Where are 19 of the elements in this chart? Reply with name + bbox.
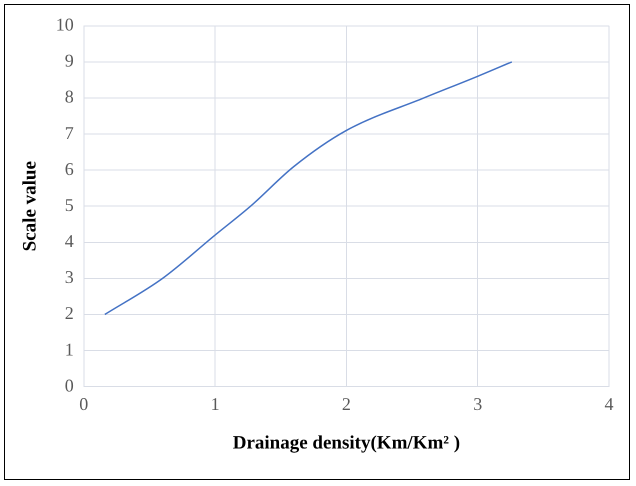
y-tick-label: 8	[64, 86, 74, 107]
x-tick-label: 2	[342, 394, 351, 414]
y-tick-label: 0	[64, 375, 74, 396]
y-tick-label: 5	[64, 194, 74, 215]
y-tick-label: 1	[64, 339, 74, 360]
y-tick-label: 3	[64, 267, 74, 288]
y-tick-label: 10	[56, 14, 74, 35]
x-axis-title: Drainage density(Km/Km² )	[232, 432, 460, 454]
y-axis-title: Scale value	[19, 161, 40, 252]
line-series	[104, 61, 513, 316]
y-tick-label: 9	[64, 50, 74, 71]
x-tick-label: 3	[473, 394, 482, 414]
y-tick-label: 6	[64, 158, 74, 179]
y-tick-label: 4	[64, 231, 74, 252]
x-tick-label: 4	[604, 394, 614, 414]
y-tick-label: 2	[64, 303, 74, 324]
x-tick-label: 1	[210, 394, 220, 414]
y-tick-label: 7	[64, 122, 74, 143]
x-tick-label: 0	[79, 394, 88, 414]
